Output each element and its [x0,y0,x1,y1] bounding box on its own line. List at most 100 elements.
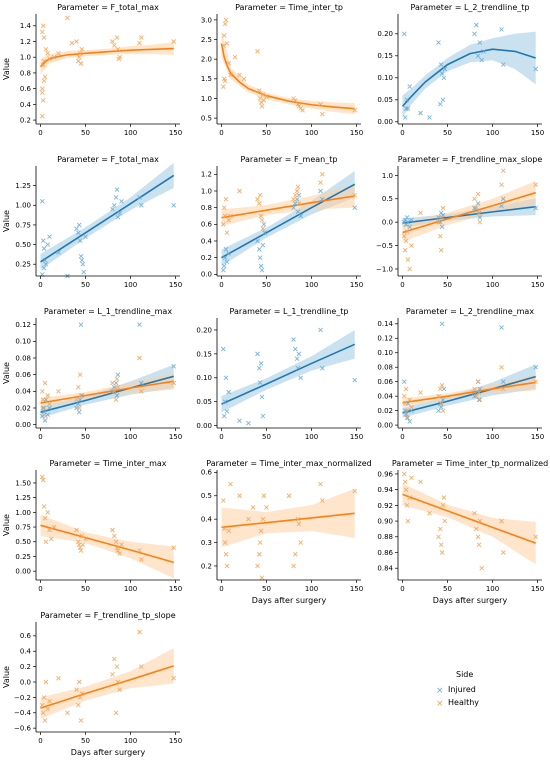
data-point [113,397,119,402]
data-point [114,187,120,192]
data-point [352,192,358,198]
data-point [292,98,298,103]
data-point [77,372,83,377]
fit-lines [40,162,175,270]
x-axis-label: Days after surgery [71,748,146,757]
data-point [76,409,82,415]
data-point [259,267,265,273]
data-point [39,113,45,119]
data-point [221,205,227,210]
data-point [261,98,267,103]
data-point [83,536,88,542]
x-tick-label: 150 [169,585,182,593]
data-point [220,84,226,89]
data-point [47,698,52,704]
fit-lines [39,42,174,75]
data-point [255,351,260,357]
data-point [402,408,408,413]
data-point [56,389,61,394]
series-healthy [39,474,177,562]
y-tick-label: 2.0 [201,56,212,64]
legend-item-injured: × Injured [436,685,476,696]
x-tick-label: 150 [531,281,544,289]
data-point [77,238,83,243]
data-point [74,527,79,533]
data-point [41,58,47,64]
data-point [115,679,121,685]
data-point [256,201,262,206]
data-point [257,540,263,545]
data-point [79,691,85,696]
regression-line-healthy [39,47,174,68]
data-point [418,210,423,216]
data-point [294,356,300,361]
data-point [76,679,82,685]
data-point [45,393,51,398]
y-axis-label: Value [2,666,11,688]
y-tick-label: 1.0 [201,187,212,195]
data-point [78,61,84,66]
confidence-band-injured [402,31,536,118]
y-tick-label: 0.15 [377,52,393,60]
y-tick-label: 0.10 [196,374,212,382]
data-point [440,503,446,508]
data-point [438,401,444,406]
data-point [260,226,266,231]
data-point [436,219,441,225]
data-point [224,41,230,46]
data-point [226,389,232,395]
data-point [117,54,123,60]
data-point [255,197,260,202]
data-point [473,205,479,211]
data-point [477,215,483,220]
data-point [292,346,298,352]
x-tick-label: 0 [400,433,404,441]
data-point [76,405,82,411]
y-axis-label: Value [2,210,11,232]
y-tick-label: 0.2 [201,254,212,262]
y-tick-label: 1.5 [201,75,212,83]
x-tick-label: 0 [38,585,42,593]
data-point [437,219,443,225]
y-tick-label: 1.0 [382,172,393,180]
data-point [291,205,296,210]
y-tick-label: 0.06 [377,378,393,386]
data-point [41,504,47,509]
data-point [475,191,481,197]
data-point [40,98,46,103]
legend-marker-injured: × [436,686,444,696]
data-point [119,542,124,548]
panel-title: Parameter = F_mean_tp [241,155,338,164]
data-point [65,710,70,716]
data-point [232,54,238,60]
data-point [117,210,123,216]
data-point [533,364,539,370]
confidence-band-healthy [221,29,355,115]
y-tick-label: 0.0 [201,271,212,279]
x-tick-label: 0 [38,281,42,289]
data-point [42,380,48,386]
regression-line-injured [40,375,174,413]
data-point [222,540,228,545]
data-point [79,393,85,398]
x-tick-label: 50 [262,585,271,593]
y-tick-label: 0.4 [20,101,32,109]
data-point [45,50,51,56]
y-tick-label: 0.92 [377,502,393,510]
data-point [294,197,300,202]
y-tick-label: 1.0 [201,95,212,103]
data-point [115,47,121,52]
data-point [291,563,296,569]
panel-4: Parameter = F_total_max 0.25 0.50 0.75 1.00 1… [2,155,182,289]
data-point [319,498,325,503]
fit-lines [40,648,174,719]
data-point [114,35,120,40]
x-tick-label: 50 [262,129,271,137]
data-point [220,267,226,273]
data-point [257,192,263,198]
data-point [477,40,483,45]
data-point [442,66,448,72]
y-axis-label: Value [2,362,11,384]
data-point [407,224,413,230]
confidence-band-injured [40,162,174,270]
